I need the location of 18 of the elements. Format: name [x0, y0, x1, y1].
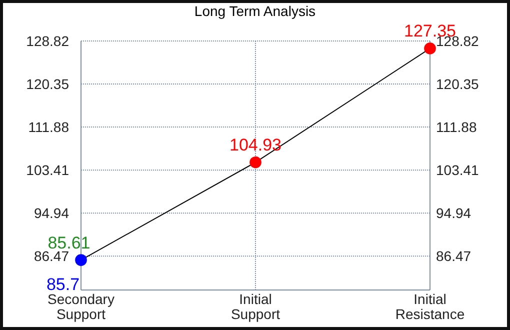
y-tick-label: 86.47	[34, 248, 70, 264]
point	[424, 42, 436, 54]
y-tick-label: 128.82	[26, 32, 70, 49]
data-label: 104.93	[230, 135, 282, 154]
y2-tick-label: 94.94	[436, 204, 472, 221]
y-tick-label: 120.35	[26, 76, 70, 92]
y2-tick-label: 120.35	[436, 76, 480, 92]
y-tick-label: 103.41	[26, 162, 70, 178]
y-tick-label: 94.94	[34, 204, 70, 221]
y2-tick-label: 103.41	[436, 162, 480, 178]
x-tick-label: Initial Support	[230, 291, 280, 322]
point	[250, 156, 262, 168]
point	[75, 254, 87, 266]
chart-title: Long Term Analysis	[194, 3, 316, 19]
y2-tick-label: 111.88	[436, 118, 477, 135]
y2-tick-label: 86.47	[436, 248, 472, 264]
x-tick-label: Initial Resistance	[395, 291, 465, 322]
y-tick-label: 111.88	[28, 118, 70, 135]
